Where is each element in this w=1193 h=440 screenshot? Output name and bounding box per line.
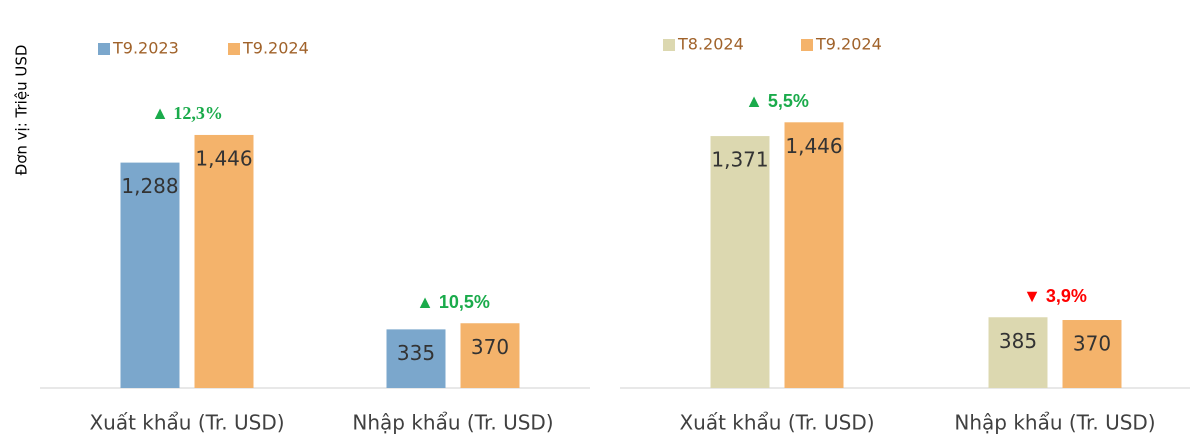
legend-swatch <box>228 43 240 55</box>
legend-swatch <box>801 39 813 51</box>
x-tick-label: Xuất khẩu (Tr. USD) <box>89 411 284 435</box>
bar <box>194 134 254 388</box>
legend-label: T9.2023 <box>112 39 179 58</box>
bar <box>1062 320 1122 388</box>
legend-label: T9.2024 <box>242 39 309 58</box>
annotation: ▲ 5,5% <box>745 91 809 111</box>
value-label: 385 <box>999 329 1037 353</box>
x-tick-label: Xuất khẩu (Tr. USD) <box>679 411 874 435</box>
bar <box>988 317 1048 388</box>
value-label: 1,446 <box>785 134 842 158</box>
bar <box>386 329 446 388</box>
annotation: ▲ 12,3% <box>151 103 223 123</box>
x-tick-label: Nhập khẩu (Tr. USD) <box>954 411 1155 435</box>
y-axis-label: Đơn vị: Triệu USD <box>13 45 31 176</box>
bar <box>460 323 520 388</box>
value-label: 1,288 <box>121 174 178 198</box>
legend-label: T8.2024 <box>677 35 744 54</box>
value-label: 370 <box>471 335 509 359</box>
x-tick-label: Nhập khẩu (Tr. USD) <box>352 411 553 435</box>
legend-swatch <box>663 39 675 51</box>
legend-swatch <box>98 43 110 55</box>
legend-label: T9.2024 <box>815 35 882 54</box>
annotation: ▼ 3,9% <box>1023 286 1087 306</box>
value-label: 1,446 <box>195 146 252 170</box>
value-label: 335 <box>397 341 435 365</box>
value-label: 370 <box>1073 332 1111 356</box>
bar <box>784 122 844 389</box>
annotation: ▲ 10,5% <box>416 292 490 312</box>
bar <box>710 136 770 388</box>
bar <box>120 162 180 388</box>
value-label: 1,371 <box>711 148 768 172</box>
